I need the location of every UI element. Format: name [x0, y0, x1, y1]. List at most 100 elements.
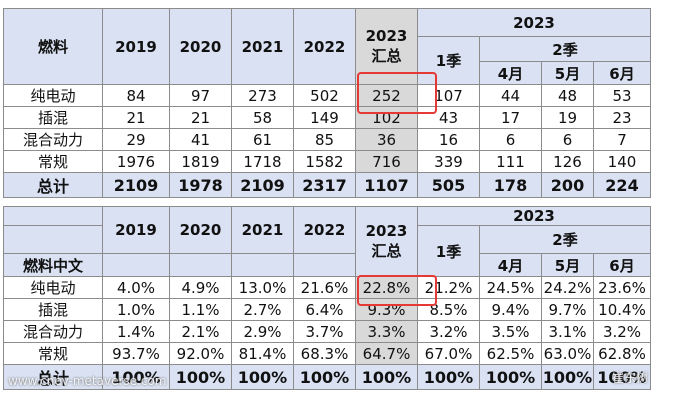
quarter-header: 2季	[479, 36, 651, 62]
table-cell: 100%	[479, 364, 542, 390]
table-cell: 64.7%	[355, 342, 418, 365]
watermark-url: www.cnev-metaverse.com	[8, 374, 167, 388]
month-header: 4月	[479, 253, 542, 277]
table-cell: 93.7%	[102, 342, 170, 365]
table-cell: 24.5%	[479, 276, 542, 299]
summary-header: 2023 汇总	[355, 206, 418, 277]
summary-label: 汇总	[371, 47, 402, 65]
watermark-author: 崔东树	[612, 371, 649, 385]
table-cell: 22.8%	[355, 276, 418, 299]
table-row: 插混 1.0% 1.1% 2.7% 6.4% 9.3% 8.5% 9.4% 9.…	[3, 298, 651, 321]
table-cell: 502	[293, 84, 356, 107]
table-cell: 97	[169, 84, 232, 107]
table-cell: 2317	[293, 172, 356, 198]
table-row: 混合动力 1.4% 2.1% 2.9% 3.7% 3.3% 3.2% 3.5% …	[3, 320, 651, 343]
quarter-header: 1季	[417, 225, 480, 277]
table-cell: 36	[355, 128, 418, 151]
year-header: 2019	[102, 8, 170, 85]
year-header: 2020	[169, 8, 232, 85]
table-cell: 23.6%	[593, 276, 651, 299]
table-cell: 140	[593, 150, 651, 173]
table-cell: 44	[479, 84, 542, 107]
table-cell: 4.0%	[102, 276, 170, 299]
month-header: 6月	[593, 253, 651, 277]
table-cell: 62.8%	[593, 342, 651, 365]
year-header: 2022	[293, 206, 356, 254]
month-header: 6月	[593, 61, 651, 85]
table-cell: 2.9%	[231, 320, 294, 343]
row-label: 插混	[3, 106, 103, 129]
table-cell: 200	[541, 172, 594, 198]
table-cell: 716	[355, 150, 418, 173]
header-spacer	[3, 225, 103, 254]
total-row: 总计 2109 1978 2109 2317 1107 505 178 200 …	[3, 172, 651, 198]
table-cell: 3.1%	[541, 320, 594, 343]
table-cell: 10.4%	[593, 298, 651, 321]
table-cell: 21.6%	[293, 276, 356, 299]
table-cell: 1.4%	[102, 320, 170, 343]
total-row: 总计 100% 100% 100% 100% 100% 100% 100% 10…	[3, 364, 651, 390]
table-cell: 16	[417, 128, 480, 151]
table-cell: 92.0%	[169, 342, 232, 365]
table-cell: 9.4%	[479, 298, 542, 321]
table-cell: 100%	[293, 364, 356, 390]
table-cell: 4.9%	[169, 276, 232, 299]
table-row: 插混 21 21 58 149 102 43 17 19 23	[3, 106, 651, 129]
row-label: 常规	[3, 150, 103, 173]
header-spacer	[293, 253, 356, 277]
table-cell: 339	[417, 150, 480, 173]
table-cell: 3.5%	[479, 320, 542, 343]
table-cell: 9.7%	[541, 298, 594, 321]
table-cell: 58	[231, 106, 294, 129]
table-cell: 273	[231, 84, 294, 107]
row-label: 纯电动	[3, 276, 103, 299]
quarter-header: 2季	[479, 225, 651, 254]
table-cell: 224	[593, 172, 651, 198]
table-cell: 7	[593, 128, 651, 151]
table-cell: 53	[593, 84, 651, 107]
row-label: 混合动力	[3, 128, 103, 151]
group-year-header: 2023	[417, 206, 651, 226]
year-header: 2022	[293, 8, 356, 85]
table-cell: 2109	[231, 172, 294, 198]
table-cell: 62.5%	[479, 342, 542, 365]
row-label: 总计	[3, 172, 103, 198]
table-row: 混合动力 29 41 61 85 36 16 6 6 7	[3, 128, 651, 151]
table-row: 常规 1976 1819 1718 1582 716 339 111 126 1…	[3, 150, 651, 173]
fuel-volume-table: 燃料 2019 2020 2021 2022 2023 汇总 2023 1季 2…	[3, 8, 651, 198]
summary-year: 2023	[365, 222, 408, 240]
table-cell: 2.1%	[169, 320, 232, 343]
table-cell: 100%	[541, 364, 594, 390]
highlight-box-bottom	[357, 275, 437, 306]
header-spacer	[169, 253, 232, 277]
table-row: 纯电动 4.0% 4.9% 13.0% 21.6% 22.8% 21.2% 24…	[3, 276, 651, 299]
table-cell: 1976	[102, 150, 170, 173]
table-cell: 100%	[417, 364, 480, 390]
table-cell: 63.0%	[541, 342, 594, 365]
highlight-box-top	[357, 72, 437, 114]
table-cell: 81.4%	[231, 342, 294, 365]
table-cell: 3.2%	[593, 320, 651, 343]
year-header: 2019	[102, 206, 170, 254]
table-cell: 100%	[355, 364, 418, 390]
row-label: 混合动力	[3, 320, 103, 343]
row-label: 总计	[3, 364, 103, 390]
table-cell: 61	[231, 128, 294, 151]
table-cell: 100%	[102, 364, 170, 390]
table-cell: 100%	[231, 364, 294, 390]
corner-label: 燃料	[3, 8, 103, 85]
table-cell: 84	[102, 84, 170, 107]
table-cell: 1718	[231, 150, 294, 173]
table-cell: 6	[541, 128, 594, 151]
header-spacer	[3, 206, 103, 226]
table-cell: 29	[102, 128, 170, 151]
table-cell: 19	[541, 106, 594, 129]
fuel-share-table: 2019 2020 2021 2022 2023 汇总 2023 1季 2季 燃…	[3, 206, 651, 390]
year-header: 2021	[231, 8, 294, 85]
table-row: 纯电动 84 97 273 502 252 107 44 48 53	[3, 84, 651, 107]
table-cell: 1.1%	[169, 298, 232, 321]
table-cell: 149	[293, 106, 356, 129]
table-cell: 6.4%	[293, 298, 356, 321]
table-cell: 21	[102, 106, 170, 129]
row-label: 常规	[3, 342, 103, 365]
